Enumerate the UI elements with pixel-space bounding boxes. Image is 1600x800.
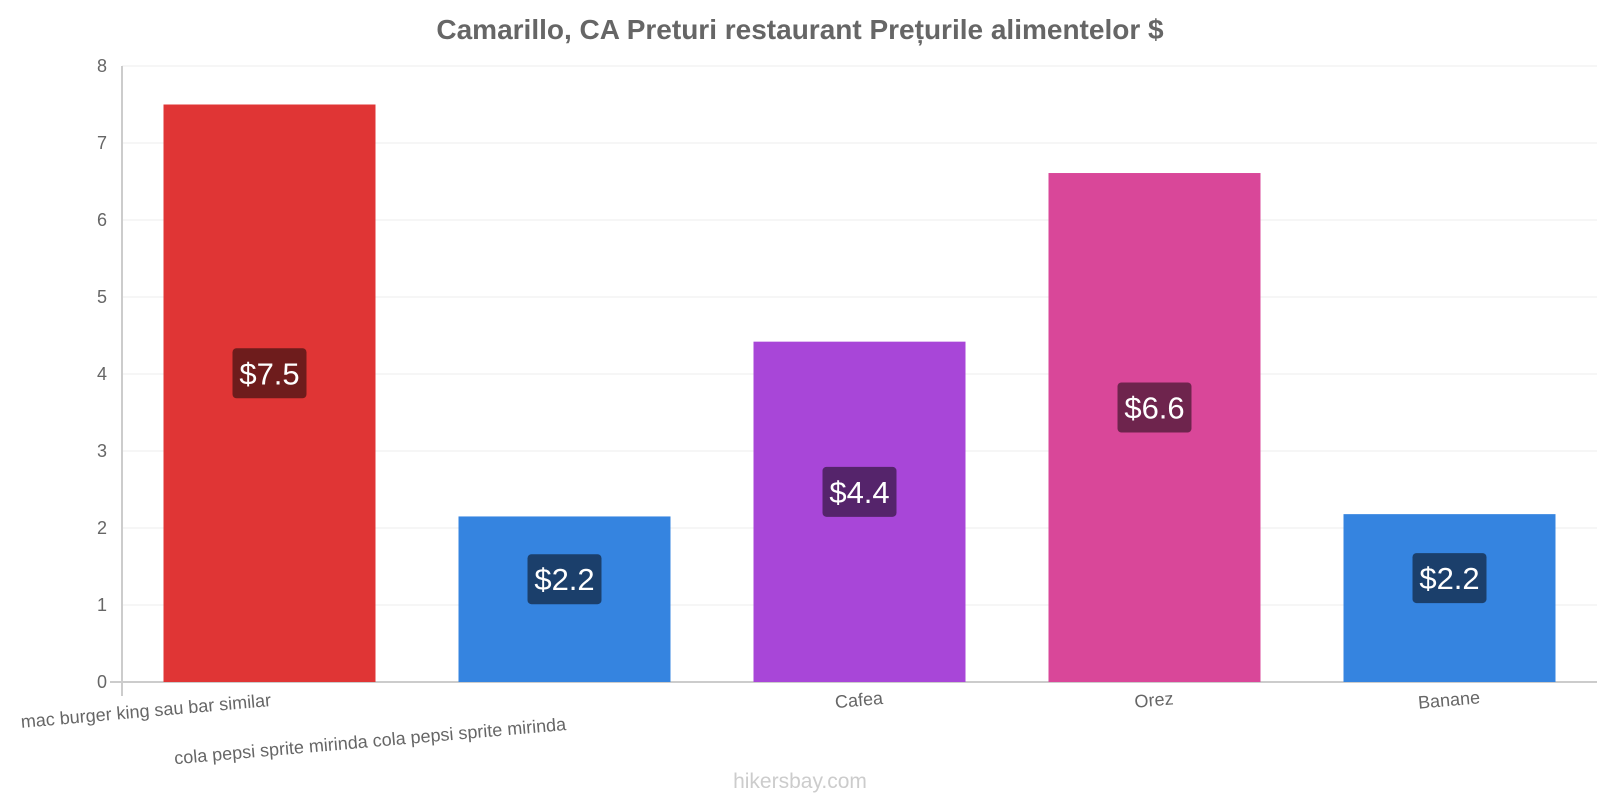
value-label: $4.4 bbox=[829, 475, 889, 510]
value-label-box bbox=[822, 466, 897, 517]
value-label: $2.2 bbox=[1419, 561, 1479, 596]
value-label-box bbox=[1117, 382, 1192, 433]
x-category-label: Cafea bbox=[834, 688, 885, 712]
y-tick-label: 4 bbox=[97, 364, 107, 384]
value-label-box bbox=[1412, 553, 1487, 604]
x-category-label: cola pepsi sprite mirinda cola pepsi spr… bbox=[173, 714, 567, 768]
value-label: $2.2 bbox=[534, 562, 594, 597]
y-tick-label: 5 bbox=[97, 287, 107, 307]
y-tick-label: 3 bbox=[97, 441, 107, 461]
value-label: $6.6 bbox=[1124, 391, 1184, 426]
value-label-box bbox=[527, 554, 602, 605]
x-category-label: mac burger king sau bar similar bbox=[20, 690, 272, 732]
y-tick-label: 6 bbox=[97, 210, 107, 230]
y-tick-label: 7 bbox=[97, 133, 107, 153]
y-tick-label: 2 bbox=[97, 518, 107, 538]
x-category-label: Banane bbox=[1417, 687, 1481, 712]
y-tick-label: 8 bbox=[97, 56, 107, 76]
y-tick-label: 1 bbox=[97, 595, 107, 615]
y-tick-label: 0 bbox=[97, 672, 107, 692]
chart-title: Camarillo, CA Preturi restaurant Prețuri… bbox=[436, 14, 1164, 45]
value-label-box bbox=[232, 348, 307, 399]
watermark: hikersbay.com bbox=[733, 770, 867, 793]
value-label: $7.5 bbox=[239, 356, 299, 391]
x-category-label: Orez bbox=[1134, 688, 1175, 711]
